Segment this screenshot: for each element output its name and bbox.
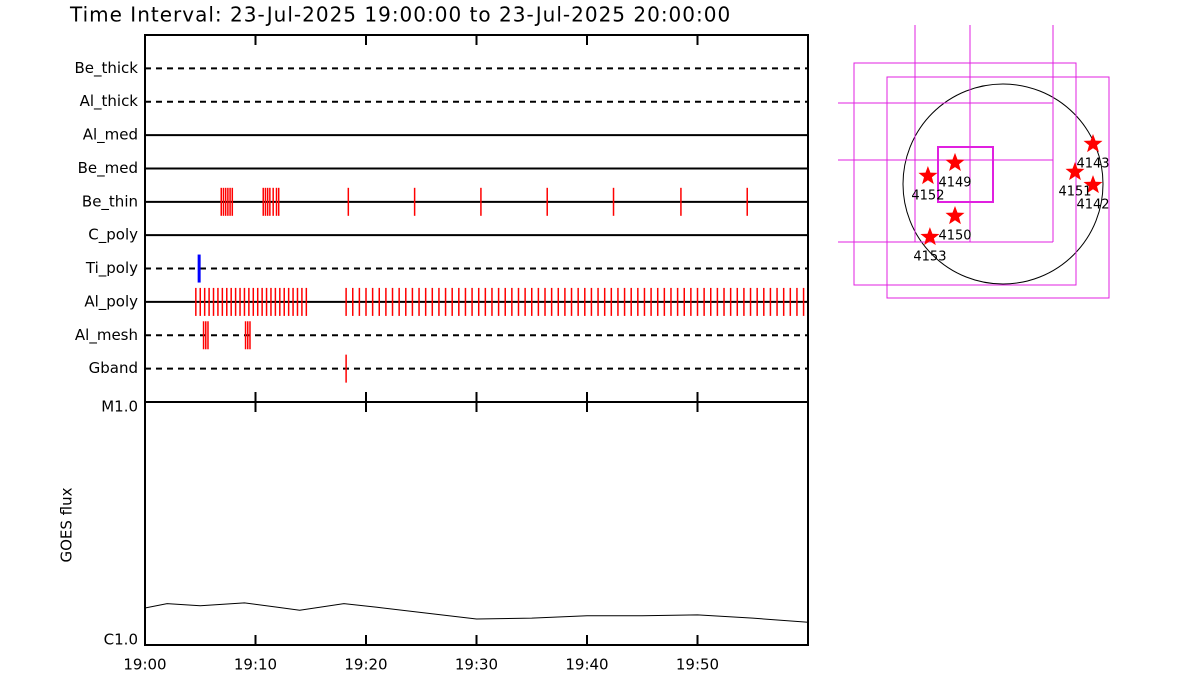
active-region-marker (1065, 162, 1085, 181)
y-axis-label: GOES flux (58, 487, 76, 562)
active-region-marker (920, 227, 940, 246)
chart-title: Time Interval: 23-Jul-2025 19:00:00 to 2… (69, 3, 731, 27)
active-region-label: 4142 (1076, 198, 1109, 213)
active-region-marker (1083, 175, 1103, 194)
x-tick-label: 19:50 (676, 656, 719, 674)
timeline-frame (144, 34, 809, 403)
active-region-label: 4153 (913, 250, 946, 265)
y-tick-label: C1.0 (104, 631, 138, 649)
filter-label: Al_poly (84, 292, 138, 311)
filter-label: Ti_poly (85, 259, 138, 278)
x-tick-label: 19:30 (455, 656, 498, 674)
active-region-marker (945, 206, 965, 225)
filter-label: C_poly (88, 226, 138, 245)
fov-box (886, 76, 1110, 299)
filter-label: Be_med (78, 159, 138, 178)
x-tick-label: 19:00 (123, 656, 166, 674)
filter-label: Al_med (83, 126, 138, 145)
active-region-marker (918, 166, 938, 185)
sun-map (838, 25, 1110, 299)
active-region-marker (945, 152, 965, 171)
y-tick-label: M1.0 (101, 398, 138, 416)
solar-disk (902, 83, 1104, 285)
active-region-marker (1083, 134, 1103, 153)
x-tick-label: 19:10 (234, 656, 277, 674)
goes-flux-line (144, 602, 809, 623)
filter-label: Al_thick (80, 92, 139, 111)
x-tick-label: 19:40 (565, 656, 608, 674)
filter-label: Al_mesh (75, 326, 138, 345)
active-region-label: 4152 (911, 189, 944, 204)
active-region-label: 4150 (938, 229, 971, 244)
active-region-label: 4143 (1076, 157, 1109, 172)
active-region-label: 4151 (1058, 185, 1091, 200)
filter-label: Gband (89, 359, 138, 377)
filter-label: Be_thick (74, 59, 138, 78)
active-region-label: 4149 (938, 175, 971, 190)
goes-frame (144, 401, 809, 646)
x-tick-label: 19:20 (344, 656, 387, 674)
filter-label: Be_thin (82, 192, 138, 211)
fov-box (937, 146, 994, 203)
